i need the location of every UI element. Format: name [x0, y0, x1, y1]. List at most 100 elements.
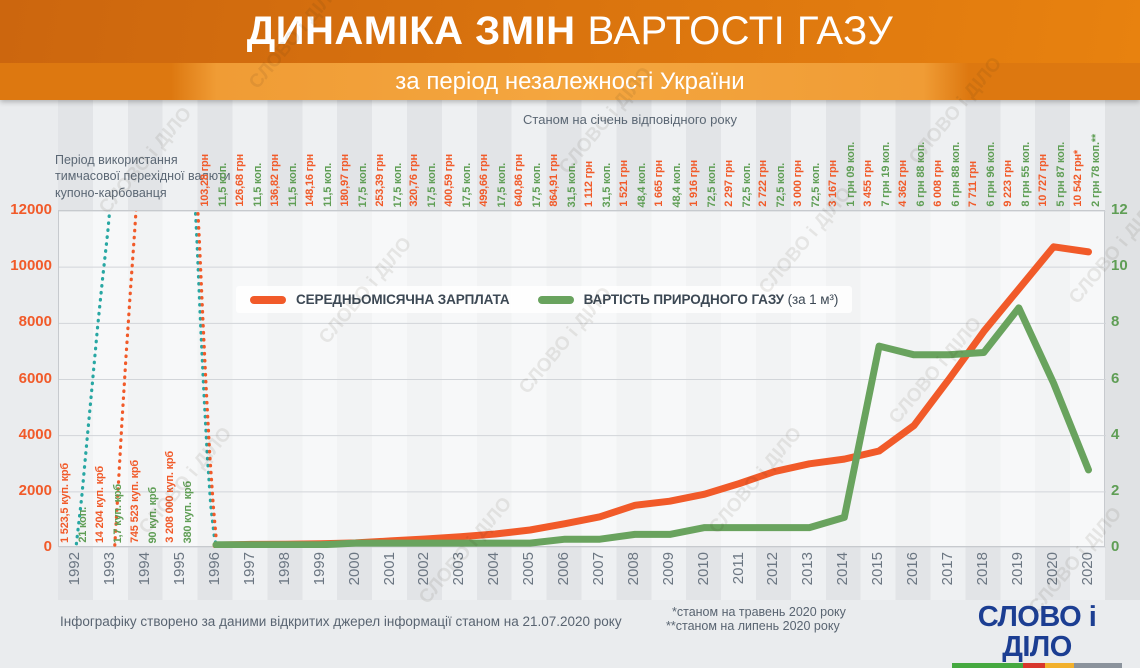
value-label-salary: 745 523 куп. крб	[129, 459, 142, 543]
value-label-gas: 72,5 коп.	[705, 162, 718, 207]
value-label-salary: 148,16 грн	[303, 154, 316, 207]
value-label-salary: 1 665 грн	[652, 160, 665, 207]
value-label-gas: 7 грн 19 коп.	[880, 142, 893, 207]
offscale-dotted-line	[74, 211, 112, 546]
value-label-gas: 17,5 коп.	[356, 162, 369, 207]
x-axis-year-label: 1993	[101, 552, 119, 586]
page-title: ДИНАМІКА ЗМІН ВАРТОСТІ ГАЗУ	[0, 0, 1140, 63]
footnote-may: *станом на травень 2020 року	[672, 605, 846, 619]
value-label-gas: 17,5 коп.	[461, 162, 474, 207]
value-label-salary: 253,39 грн	[373, 154, 386, 207]
legend-item-gas: ВАРТІСТЬ ПРИРОДНОГО ГАЗУ (за 1 м³)	[537, 292, 839, 307]
subtitle-band: за період незалежності України	[0, 63, 1140, 100]
value-label-gas: 90 куп. крб	[147, 486, 160, 544]
value-label-gas: 8 грн 55 коп.	[1019, 142, 1032, 207]
y-axis-tick-left: 10000	[10, 257, 52, 275]
legend-label-gas: ВАРТІСТЬ ПРИРОДНОГО ГАЗУ (за 1 м³)	[584, 292, 839, 307]
x-axis-year-label: 2001	[380, 552, 398, 586]
x-axis-year-label: 2018	[973, 552, 991, 586]
value-label-salary: 320,76 грн	[408, 154, 421, 207]
legend-label-gas-main: ВАРТІСТЬ ПРИРОДНОГО ГАЗУ	[583, 292, 785, 307]
y-axis-tick-left: 0	[43, 538, 52, 555]
value-label-salary: 103,28 грн	[199, 154, 212, 207]
y-axis-tick-right: 12	[1111, 201, 1128, 218]
y-axis-tick-left: 4000	[18, 425, 52, 443]
value-label-salary: 3 208 000 куп. крб	[164, 451, 177, 543]
value-label-gas: 31,5 коп.	[566, 162, 579, 207]
value-label-salary: 126,68 грн	[233, 154, 246, 207]
offscale-dotted-line	[193, 211, 218, 546]
x-axis-year-label: 2013	[799, 552, 817, 586]
value-label-salary: 499,66 грн	[478, 154, 491, 207]
x-axis-year-label: 1997	[240, 552, 258, 586]
x-axis-year-label: 1992	[66, 552, 84, 586]
x-axis-year-label: 1998	[275, 552, 293, 586]
value-label-gas: 6 грн 96 коп.	[984, 142, 997, 207]
y-axis-tick-right: 10	[1111, 257, 1128, 275]
value-label-gas: 11,5 коп.	[321, 163, 334, 207]
x-axis-year-label: 2004	[485, 552, 503, 586]
x-axis-year-label: 2016	[904, 552, 922, 586]
x-axis-year-label: 2010	[694, 552, 712, 586]
footer: Інфографіку створено за даними відкритих…	[0, 600, 1140, 668]
x-axis-year-label: 2003	[450, 552, 468, 586]
value-label-salary: 9 223 грн	[1001, 160, 1014, 207]
gas-line-swatch	[537, 295, 574, 304]
kupon-currency-note: Період використання тимчасової перехідно…	[55, 153, 231, 200]
value-label-salary: 2 297 грн	[722, 160, 735, 207]
footnote-july: **станом на липень 2020 року	[666, 618, 840, 633]
x-axis-year-label: 2012	[764, 552, 782, 586]
x-axis-year-label: 2015	[869, 552, 887, 586]
value-label-gas: 48,4 коп.	[635, 162, 648, 207]
offscale-dotted-line	[196, 211, 218, 538]
x-axis-year-label: 2002	[415, 552, 433, 586]
legend-item-salary: СЕРЕДНЬОМІСЯЧНА ЗАРПЛАТА	[250, 292, 510, 307]
brand-logo-text: СЛОВО і ДІЛО	[977, 601, 1097, 663]
value-label-salary: 3 455 грн	[862, 160, 875, 207]
value-label-gas: 72,5 коп.	[775, 162, 788, 207]
y-axis-tick-right: 6	[1111, 369, 1120, 387]
x-axis-year-label: 2019	[1008, 552, 1026, 586]
value-label-salary: 7 711 грн	[966, 160, 979, 207]
value-label-gas: 2 грн 78 коп.**	[1089, 134, 1102, 207]
offscale-dotted-line	[113, 211, 138, 547]
x-axis-year-label: 2007	[589, 552, 607, 586]
x-axis-year-label: 1994	[136, 552, 154, 586]
right-axis-band	[1105, 100, 1140, 600]
x-axis-year-label: 2020	[1043, 552, 1061, 586]
value-label-gas: 17,5 коп.	[531, 162, 544, 207]
value-label-salary: 1 523,5 куп. крб	[59, 463, 72, 543]
page-title-bold: ДИНАМІКА ЗМІН	[246, 9, 576, 53]
value-label-gas: 11,5 коп.	[251, 163, 264, 207]
legend-label-salary: СЕРЕДНЬОМІСЯЧНА ЗАРПЛАТА	[296, 292, 510, 307]
value-label-gas: 21 коп.	[77, 507, 90, 543]
x-axis-year-label: 2017	[938, 552, 956, 586]
page-subtitle: за період незалежності України	[395, 67, 745, 95]
value-label-salary: 10 542 грн*	[1071, 150, 1084, 207]
gas-line	[212, 304, 1092, 548]
value-label-gas: 5 грн 87 коп.	[1054, 142, 1067, 207]
chart-canvas	[59, 211, 1106, 548]
value-label-salary: 1 521 грн	[617, 160, 630, 207]
value-label-salary: 14 204 куп. крб	[94, 465, 107, 543]
y-axis-tick-right: 0	[1111, 538, 1120, 555]
x-axis-year-label: 2000	[345, 552, 363, 586]
value-label-gas: 380 куп. крб	[182, 480, 195, 543]
value-label-gas: 11,5 коп.	[286, 163, 299, 207]
value-label-salary: 1 112 грн	[582, 160, 595, 207]
brand-logo: СЛОВО і ДІЛО	[952, 602, 1122, 668]
value-label-salary: 400,59 грн	[443, 154, 456, 207]
value-label-salary: 2 722 грн	[757, 160, 770, 207]
page-title-rest: ВАРТОСТІ ГАЗУ	[587, 9, 894, 53]
y-axis-tick-right: 2	[1111, 481, 1120, 499]
value-label-salary: 3 000 грн	[792, 160, 805, 207]
chart-legend: СЕРЕДНЬОМІСЯЧНА ЗАРПЛАТА ВАРТІСТЬ ПРИРОД…	[236, 286, 853, 313]
value-label-salary: 136,82 грн	[268, 154, 281, 207]
y-axis-tick-right: 8	[1111, 313, 1120, 331]
y-axis-tick-left: 8000	[18, 313, 52, 331]
y-axis-tick-left: 2000	[18, 481, 52, 499]
value-label-gas: 48,4 коп.	[670, 162, 683, 207]
value-label-gas: 6 грн 88 коп.	[915, 142, 928, 207]
x-axis-year-label: 1995	[171, 552, 189, 586]
